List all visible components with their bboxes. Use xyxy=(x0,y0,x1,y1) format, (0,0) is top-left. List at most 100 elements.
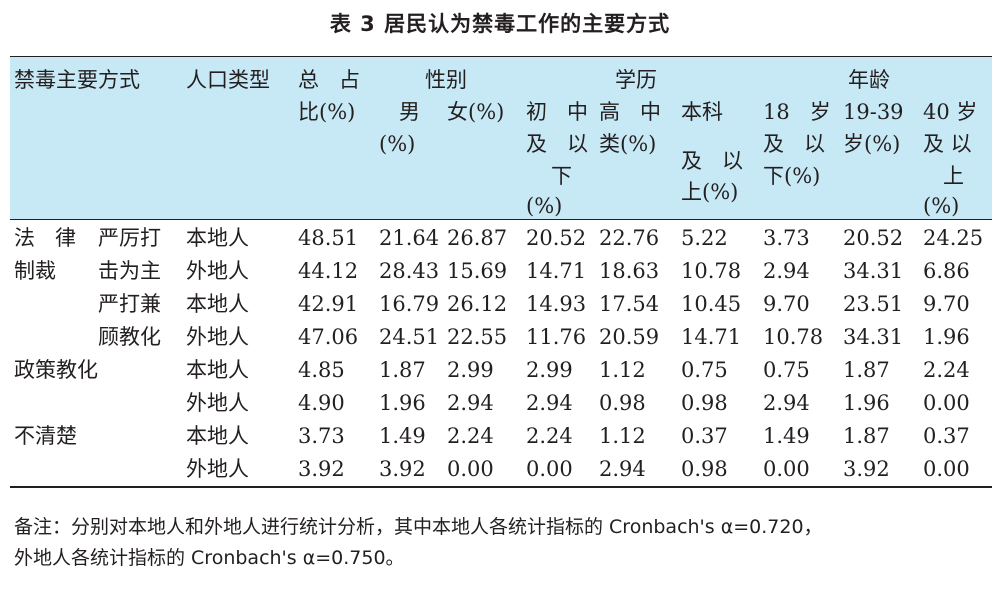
header-age-40plus-line3: 上 xyxy=(943,164,964,188)
header-age-under18-line3: 下(%) xyxy=(763,164,821,188)
value-cell: 2.99 xyxy=(447,358,494,382)
value-cell: 1.12 xyxy=(599,424,646,448)
value-cell: 0.98 xyxy=(681,391,728,415)
population-type-cell: 本地人 xyxy=(186,226,249,250)
value-cell: 20.52 xyxy=(843,226,904,250)
value-cell: 0.00 xyxy=(763,457,810,481)
population-type-cell: 本地人 xyxy=(186,424,249,448)
value-cell: 16.79 xyxy=(379,292,440,316)
value-cell: 14.71 xyxy=(681,325,742,349)
header-edu-junior-line2: 及 以 xyxy=(526,132,589,156)
value-cell: 0.98 xyxy=(681,457,728,481)
value-cell: 20.59 xyxy=(599,325,660,349)
label-policy: 政策教化 xyxy=(14,358,98,382)
value-cell: 17.54 xyxy=(599,292,660,316)
label-strike-line2: 击为主 xyxy=(98,259,161,283)
value-cell: 0.37 xyxy=(681,424,728,448)
footnote-line2: 外地人各统计指标的 Cronbach's α=0.750。 xyxy=(14,547,405,569)
value-cell: 2.94 xyxy=(447,391,494,415)
population-type-cell: 外地人 xyxy=(186,325,249,349)
value-cell: 14.93 xyxy=(526,292,587,316)
header-group-education: 学历 xyxy=(615,68,657,92)
header-edu-bachelor-line2: 及 以 xyxy=(681,149,744,173)
value-cell: 0.75 xyxy=(681,358,728,382)
value-cell: 26.87 xyxy=(447,226,508,250)
value-cell: 3.73 xyxy=(298,424,345,448)
value-cell: 10.45 xyxy=(681,292,742,316)
header-male-line2: (%) xyxy=(379,132,416,156)
header-population: 人口类型 xyxy=(186,68,270,92)
table-title: 表 3 居民认为禁毒工作的主要方式 xyxy=(329,12,671,36)
value-cell: 34.31 xyxy=(843,325,904,349)
value-cell: 48.51 xyxy=(298,226,359,250)
header-male-line1: 男 xyxy=(399,100,420,124)
label-law-line2: 制裁 xyxy=(14,259,56,283)
value-cell: 0.00 xyxy=(526,457,573,481)
header-rule xyxy=(10,219,992,220)
value-cell: 1.96 xyxy=(923,325,970,349)
table-header-background xyxy=(10,57,992,220)
population-type-cell: 本地人 xyxy=(186,358,249,382)
value-cell: 5.22 xyxy=(681,226,728,250)
value-cell: 11.76 xyxy=(526,325,587,349)
value-cell: 18.63 xyxy=(599,259,660,283)
value-cell: 1.49 xyxy=(763,424,810,448)
header-edu-junior-line4: (%) xyxy=(526,194,563,218)
header-group-gender: 性别 xyxy=(425,68,467,92)
population-type-cell: 外地人 xyxy=(186,457,249,481)
value-cell: 3.73 xyxy=(763,226,810,250)
header-total-line1: 总 占 xyxy=(298,68,361,92)
label-law-line1: 法 律 xyxy=(14,226,77,250)
value-cell: 3.92 xyxy=(298,457,345,481)
header-edu-senior-line1: 高 中 xyxy=(599,100,662,124)
value-cell: 1.96 xyxy=(843,391,890,415)
label-unclear: 不清楚 xyxy=(14,424,77,448)
value-cell: 26.12 xyxy=(447,292,508,316)
population-type-cell: 本地人 xyxy=(186,292,249,316)
value-cell: 1.96 xyxy=(379,391,426,415)
value-cell: 15.69 xyxy=(447,259,508,283)
population-type-cell: 外地人 xyxy=(186,259,249,283)
value-cell: 23.51 xyxy=(843,292,904,316)
value-cell: 0.75 xyxy=(763,358,810,382)
value-cell: 0.37 xyxy=(923,424,970,448)
value-cell: 1.12 xyxy=(599,358,646,382)
value-cell: 0.00 xyxy=(923,391,970,415)
value-cell: 24.25 xyxy=(923,226,984,250)
value-cell: 24.51 xyxy=(379,325,440,349)
value-cell: 3.92 xyxy=(379,457,426,481)
header-age-19-39-line2: 岁(%) xyxy=(843,132,901,156)
value-cell: 2.99 xyxy=(526,358,573,382)
value-cell: 0.98 xyxy=(599,391,646,415)
value-cell: 1.49 xyxy=(379,424,426,448)
value-cell: 2.94 xyxy=(599,457,646,481)
header-female: 女(%) xyxy=(447,100,505,124)
label-both-line2: 顾教化 xyxy=(98,325,161,349)
value-cell: 2.94 xyxy=(526,391,573,415)
header-edu-bachelor-line3: 上(%) xyxy=(681,180,739,204)
value-cell: 2.94 xyxy=(763,391,810,415)
header-edu-junior-line3: 下 xyxy=(551,164,572,188)
value-cell: 0.00 xyxy=(447,457,494,481)
value-cell: 22.76 xyxy=(599,226,660,250)
value-cell: 4.90 xyxy=(298,391,345,415)
header-age-40plus-line4: (%) xyxy=(923,194,960,218)
header-total-line2: 比(%) xyxy=(298,100,356,124)
value-cell: 20.52 xyxy=(526,226,587,250)
value-cell: 0.00 xyxy=(923,457,970,481)
header-group-age: 年龄 xyxy=(848,68,890,92)
value-cell: 44.12 xyxy=(298,259,359,283)
header-edu-bachelor-line1: 本科 xyxy=(681,100,723,124)
label-strike-line1: 严厉打 xyxy=(98,226,161,250)
value-cell: 21.64 xyxy=(379,226,440,250)
value-cell: 2.24 xyxy=(447,424,494,448)
value-cell: 1.87 xyxy=(379,358,426,382)
footnote-line1: 备注：分别对本地人和外地人进行统计分析，其中本地人各统计指标的 Cronbach… xyxy=(14,516,823,538)
header-age-19-39-line1: 19-39 xyxy=(843,100,904,124)
header-age-40plus-line1: 40 岁 xyxy=(923,100,978,124)
header-age-under18-line2: 及 以 xyxy=(763,132,826,156)
value-cell: 4.85 xyxy=(298,358,345,382)
header-edu-junior-line1: 初 中 xyxy=(526,100,589,124)
bottom-rule xyxy=(10,486,992,488)
header-method: 禁毒主要方式 xyxy=(14,68,140,92)
